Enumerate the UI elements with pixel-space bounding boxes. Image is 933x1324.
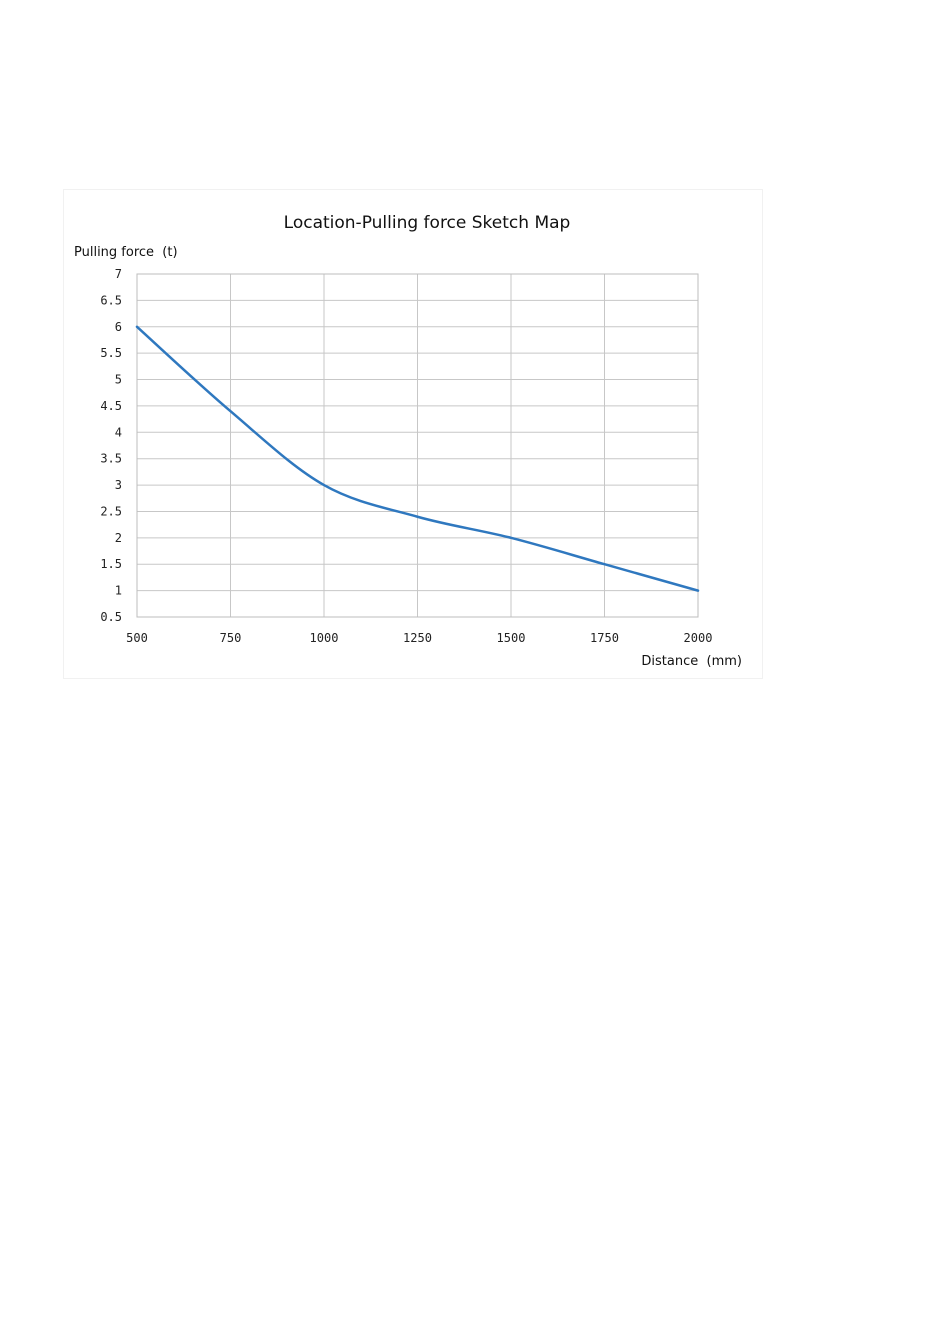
- x-tick-label: 500: [126, 631, 148, 645]
- y-tick-label: 2: [115, 531, 122, 545]
- chart-frame: [64, 190, 762, 678]
- x-tick-label: 1500: [497, 631, 526, 645]
- x-tick-label: 750: [220, 631, 242, 645]
- y-tick-label: 6: [115, 320, 122, 334]
- series-layer: [135, 325, 700, 592]
- y-tick-label: 3: [115, 478, 122, 492]
- x-tick-labels: 500 750 1000 1250 1500 1750 2000: [126, 631, 712, 645]
- x-tick-label: 1250: [403, 631, 432, 645]
- y-tick-label: 1: [115, 584, 122, 598]
- x-tick-label: 1750: [590, 631, 619, 645]
- y-tick-labels: 0.5 1 1.5 2 2.5 3 3.5 4 4.5 5 5.5 6 6.5 7: [100, 267, 122, 624]
- y-tick-label: 7: [115, 267, 122, 281]
- plot-area-border: [136, 273, 699, 618]
- y-axis-label: Pulling force (t): [74, 245, 178, 260]
- y-tick-label: 3.5: [100, 452, 122, 466]
- y-tick-label: 4.5: [100, 399, 122, 413]
- x-tick-label: 1000: [310, 631, 339, 645]
- y-tick-label: 5: [115, 373, 122, 387]
- y-tick-label: 5.5: [100, 346, 122, 360]
- x-tick-label: 2000: [684, 631, 713, 645]
- x-axis-label: Distance (mm): [641, 654, 742, 669]
- pulling-force-line: [135, 325, 700, 592]
- y-tick-label: 1.5: [100, 557, 122, 571]
- y-tick-label: 6.5: [100, 293, 122, 307]
- y-tick-label: 4: [115, 425, 122, 439]
- chart-title: Location-Pulling force Sketch Map: [284, 213, 571, 233]
- y-tick-label: 0.5: [100, 610, 122, 624]
- y-tick-label: 2.5: [100, 504, 122, 518]
- grid-layer: [136, 273, 699, 618]
